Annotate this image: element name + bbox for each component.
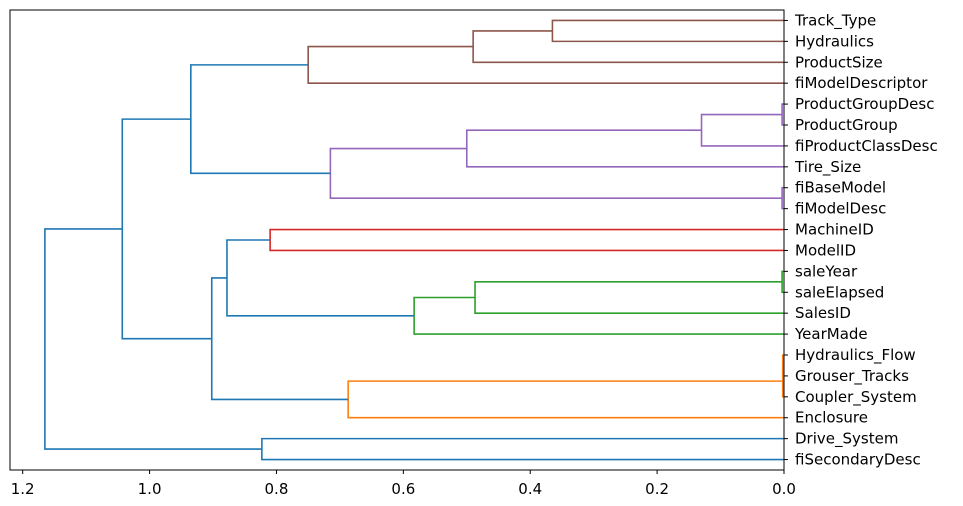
dendrogram-link-m13 <box>413 296 784 335</box>
x-tick-label: 0.6 <box>391 480 415 498</box>
leaf-label: fiModelDescriptor <box>795 74 928 92</box>
leaf-label: Hydraulics_Flow <box>795 346 916 365</box>
x-tick-label: 0.8 <box>265 480 289 498</box>
dendrogram-link-m5 <box>700 113 784 147</box>
x-tick-label: 1.2 <box>11 480 35 498</box>
leaf-label: Coupler_System <box>795 388 917 407</box>
leaf-label: Drive_System <box>795 430 898 449</box>
axes-frame <box>9 9 785 471</box>
dendrogram-link-m10 <box>269 228 784 252</box>
leaf-label: fiModelDesc <box>795 200 886 218</box>
leaf-label: YearMade <box>794 325 868 343</box>
dendrogram-link-m14 <box>226 239 415 317</box>
leaf-label: Tire_Size <box>794 158 861 177</box>
dendrogram-link-m21 <box>44 228 262 450</box>
leaf-label: ModelID <box>795 241 856 259</box>
dendrogram-links <box>44 19 784 461</box>
leaf-labels: Track_Type Hydraulics ProductSize fiModelDe… <box>784 11 938 469</box>
leaf-label: ProductGroup <box>795 116 898 134</box>
leaf-label: Hydraulics <box>795 32 874 50</box>
leaf-label: ProductSize <box>795 53 883 71</box>
dendrogram-link-m18 <box>210 277 349 401</box>
x-axis-ticks: 1.2 1.0 0.8 0.6 0.4 0.2 0.0 <box>11 470 796 498</box>
leaf-label: fiSecondaryDesc <box>795 451 921 469</box>
leaf-label: Enclosure <box>795 409 868 427</box>
x-tick-label: 1.0 <box>138 480 162 498</box>
dendrogram-link-m4 <box>781 103 784 126</box>
dendrogram-link-m11 <box>781 270 784 294</box>
leaf-label: MachineID <box>795 221 874 239</box>
leaf-label: SalesID <box>795 304 851 322</box>
leaf-label: fiProductClassDesc <box>795 137 938 155</box>
x-tick-label: 0.2 <box>645 480 669 498</box>
leaf-label: Track_Type <box>794 11 876 30</box>
x-tick-label: 0.0 <box>772 480 796 498</box>
dendrogram-link-m7 <box>781 186 784 210</box>
leaf-label: ProductGroupDesc <box>795 95 934 113</box>
leaf-label: Grouser_Tracks <box>795 367 909 386</box>
leaf-label: fiBaseModel <box>795 179 886 197</box>
x-tick-label: 0.4 <box>518 480 542 498</box>
leaf-label: saleYear <box>795 262 858 280</box>
dendrogram-link-m6 <box>465 129 784 168</box>
leaf-label: saleElapsed <box>795 283 884 301</box>
